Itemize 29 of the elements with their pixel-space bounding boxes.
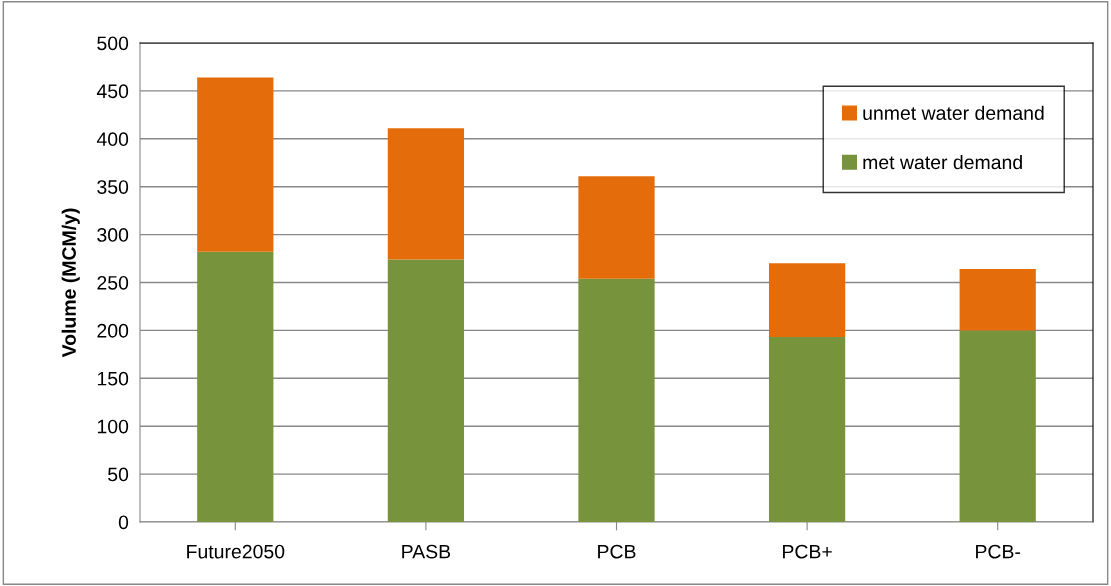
bar	[197, 251, 274, 522]
x-tick-label: PCB+	[783, 544, 832, 559]
x-tick-label: PCB-	[976, 544, 1021, 559]
x-tick-label: PASB	[402, 544, 451, 559]
legend-label: unmet water demand	[863, 105, 1044, 120]
y-axis-title: Volume (MCM/y)	[61, 208, 80, 358]
x-tick-label: Future2050	[187, 544, 285, 559]
bar	[578, 176, 655, 279]
x-tick-label: PCB	[598, 544, 636, 559]
y-tick-label: 50	[108, 467, 129, 482]
bar	[959, 330, 1036, 522]
y-tick-label: 0	[118, 515, 129, 530]
bar	[959, 269, 1036, 331]
bar	[768, 337, 846, 522]
bar	[387, 128, 465, 260]
bar	[578, 278, 655, 522]
y-tick-label: 400	[96, 132, 129, 147]
y-tick-label: 350	[97, 180, 129, 194]
bar	[197, 77, 274, 252]
bar	[768, 263, 846, 338]
y-tick-label: 500	[97, 36, 129, 51]
legend-label: met water demand	[863, 154, 1022, 170]
y-tick-label: 300	[97, 228, 129, 242]
y-tick-label: 200	[97, 323, 129, 338]
y-tick-label: 100	[97, 419, 129, 434]
y-tick-label: 250	[97, 275, 129, 290]
y-tick-label: 150	[97, 371, 129, 386]
bar	[387, 259, 465, 522]
y-tick-label: 450	[96, 84, 129, 99]
